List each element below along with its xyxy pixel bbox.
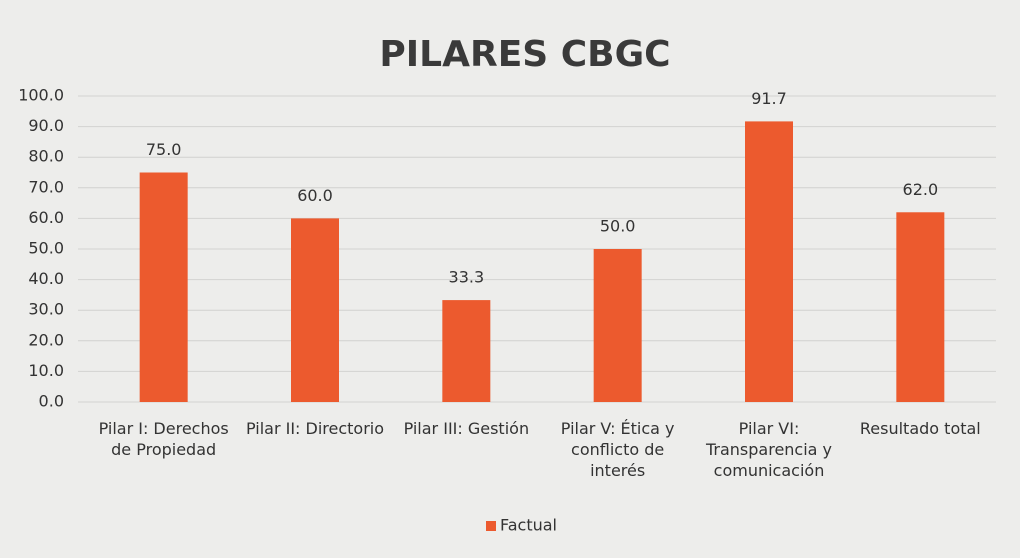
legend-label: Factual [500, 516, 557, 535]
y-tick-label: 40.0 [28, 269, 64, 288]
data-label: 62.0 [903, 180, 939, 199]
x-tick-label: Pilar I: Derechos de Propiedad [98, 419, 229, 459]
data-label: 60.0 [297, 186, 333, 205]
bar [291, 218, 339, 402]
x-tick-label: Resultado total [859, 419, 981, 438]
y-tick-label: 10.0 [28, 361, 64, 380]
y-tick-label: 50.0 [28, 239, 64, 258]
data-label: 33.3 [449, 268, 485, 287]
y-tick-label: 90.0 [28, 116, 64, 135]
bar [139, 172, 188, 402]
bar [896, 212, 945, 402]
bar [593, 249, 642, 402]
x-tick-label: Pilar V: Ética y conflicto de interés [560, 419, 675, 480]
x-tick-label: Pilar VI: Transparencia y comunicación [705, 419, 833, 480]
y-tick-label: 80.0 [28, 147, 64, 166]
y-tick-label: 30.0 [28, 300, 64, 319]
x-tick-label: Pilar II: Directorio [245, 419, 385, 438]
data-label: 50.0 [600, 217, 636, 236]
y-tick-label: 60.0 [28, 208, 64, 227]
y-tick-label: 20.0 [28, 330, 64, 349]
data-label: 91.7 [751, 89, 787, 108]
bar [442, 300, 491, 402]
chart-title: PILARES CBGC [379, 34, 670, 75]
x-tick-label: Pilar III: Gestión [403, 419, 530, 438]
y-tick-label: 100.0 [18, 86, 64, 105]
y-tick-label: 0.0 [39, 392, 64, 411]
data-label: 75.0 [146, 140, 182, 159]
legend-swatch [486, 521, 496, 531]
y-tick-label: 70.0 [28, 177, 64, 196]
bar [745, 121, 793, 402]
